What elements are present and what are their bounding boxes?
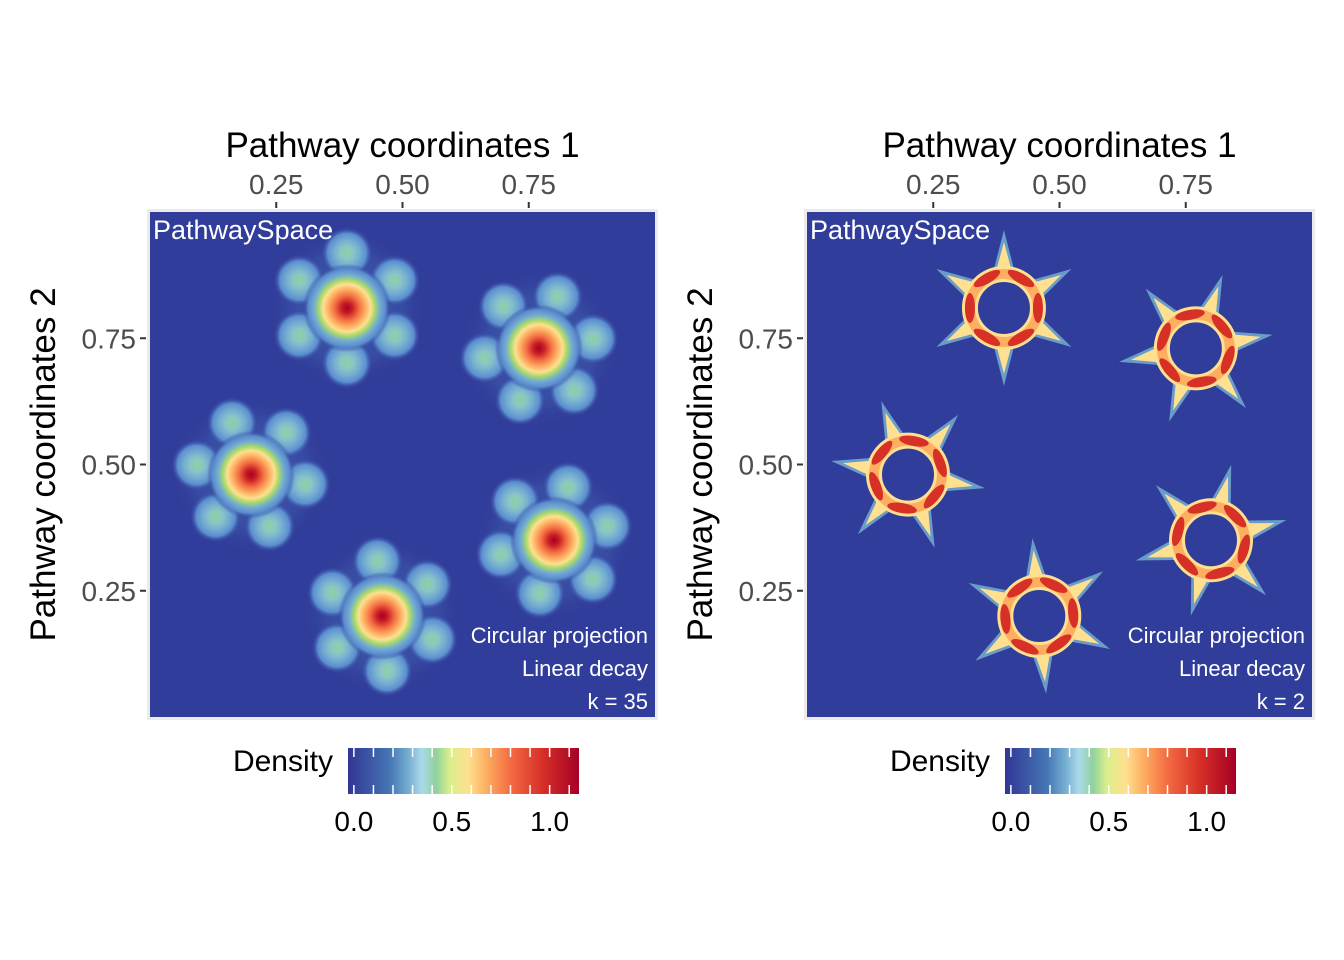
- colorbar: [348, 748, 579, 794]
- ring-petal: [1205, 566, 1235, 580]
- ring-petal: [1000, 604, 1011, 634]
- ring-petal: [1156, 322, 1171, 351]
- y-tick-label: 0.75: [82, 323, 137, 354]
- x-tick-label: 0.25: [906, 169, 961, 200]
- x-tick-label: 0.50: [1032, 169, 1087, 200]
- ring-petal: [1039, 577, 1068, 593]
- cluster-peak: [494, 304, 583, 393]
- density-cluster: [936, 229, 1072, 386]
- ring-hole: [886, 452, 930, 497]
- ring-petal: [1175, 309, 1205, 321]
- cluster-peak: [302, 263, 391, 352]
- ring-petal: [1046, 634, 1072, 654]
- legend-tick-label: 1.0: [1187, 806, 1226, 837]
- ring-petal: [869, 472, 884, 501]
- ring-petal: [1223, 505, 1247, 528]
- ring-hole: [981, 285, 1026, 330]
- density-cluster: [1135, 464, 1287, 616]
- ring-petal: [1011, 639, 1039, 655]
- density-cluster: [170, 394, 332, 555]
- ring-petal: [899, 435, 929, 447]
- ring-petal: [932, 448, 947, 478]
- cluster-peak: [338, 572, 427, 660]
- y-tick-label: 0.25: [739, 576, 794, 607]
- y-tick-label: 0.75: [739, 323, 794, 354]
- ring-petal: [964, 292, 975, 323]
- x-tick-label: 0.75: [502, 169, 557, 200]
- density-cluster: [302, 535, 463, 697]
- ring-petal: [1171, 516, 1185, 546]
- y-tick-label: 0.25: [82, 576, 137, 607]
- ring-hole: [1173, 326, 1218, 371]
- ring-petal: [1007, 578, 1033, 598]
- panel-title: PathwaySpace: [153, 215, 333, 245]
- ring-hole: [1017, 594, 1062, 638]
- annotation-projection: Circular projection: [471, 623, 648, 648]
- ring-petal: [1220, 345, 1235, 375]
- x-axis-title: Pathway coordinates 1: [882, 126, 1236, 165]
- density-plot: [831, 229, 1287, 694]
- legend-tick-label: 0.5: [1089, 806, 1128, 837]
- legend-tick-label: 0.0: [991, 806, 1030, 837]
- ring-petal: [1186, 376, 1217, 388]
- cluster-peak: [510, 496, 598, 585]
- annotation-projection: Circular projection: [1128, 623, 1305, 648]
- ring-petal: [1187, 501, 1217, 514]
- ring-petal: [887, 502, 917, 514]
- legend-title: Density: [233, 745, 333, 778]
- density-cluster: [968, 538, 1110, 694]
- annotation-decay: Linear decay: [522, 656, 648, 681]
- ring-petal: [1159, 358, 1181, 383]
- x-tick-label: 0.25: [249, 169, 304, 200]
- annotation-k: k = 2: [1257, 689, 1305, 714]
- annotation-k: k = 35: [587, 689, 648, 714]
- y-axis-title: Pathway coordinates 2: [681, 287, 720, 641]
- density-cluster: [831, 401, 985, 548]
- x-axis-title: Pathway coordinates 1: [225, 126, 579, 165]
- panel-title: PathwaySpace: [810, 215, 990, 245]
- y-tick-label: 0.50: [739, 450, 794, 481]
- density-cluster: [266, 226, 427, 389]
- ring-petal: [973, 269, 1001, 288]
- x-tick-label: 0.50: [375, 169, 430, 200]
- ring-petal: [1007, 269, 1035, 288]
- density-cluster: [1119, 275, 1273, 422]
- colorbar: [1005, 748, 1236, 794]
- cluster-peak: [207, 430, 295, 519]
- y-axis-title: Pathway coordinates 2: [24, 287, 63, 641]
- panels: PathwaySpace Circular projection Linear de…: [24, 126, 1315, 837]
- ring-petal: [1007, 328, 1035, 347]
- ring-petal: [973, 328, 1001, 347]
- legend-tick-label: 1.0: [530, 806, 569, 837]
- ring-petal: [1068, 598, 1079, 628]
- chart-panel-1: PathwaySpace Circular projection Linear de…: [24, 126, 658, 837]
- legend-tick-label: 0.0: [334, 806, 373, 837]
- legend-title: Density: [890, 745, 990, 778]
- ring-petal: [871, 440, 893, 465]
- legend-tick-label: 0.5: [432, 806, 471, 837]
- ring-petal: [1032, 292, 1043, 323]
- annotation-decay: Linear decay: [1179, 656, 1305, 681]
- x-tick-label: 0.75: [1159, 169, 1214, 200]
- ring-petal: [923, 484, 945, 509]
- chart-panel-2: PathwaySpace Circular projection Linear de…: [681, 126, 1315, 837]
- ring-petal: [1175, 553, 1199, 576]
- ring-petal: [1211, 314, 1233, 339]
- ring-hole: [1189, 518, 1233, 563]
- density-cluster: [458, 268, 620, 429]
- ring-petal: [1237, 534, 1251, 564]
- density-plot: [170, 226, 634, 697]
- density-cluster: [474, 460, 634, 621]
- y-tick-label: 0.50: [82, 450, 137, 481]
